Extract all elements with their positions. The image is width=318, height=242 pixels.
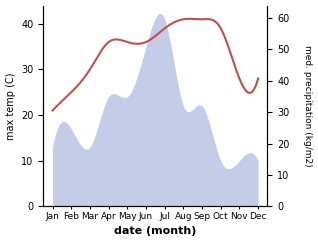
- Y-axis label: med. precipitation (kg/m2): med. precipitation (kg/m2): [303, 45, 313, 167]
- X-axis label: date (month): date (month): [114, 227, 197, 236]
- Y-axis label: max temp (C): max temp (C): [5, 72, 16, 140]
